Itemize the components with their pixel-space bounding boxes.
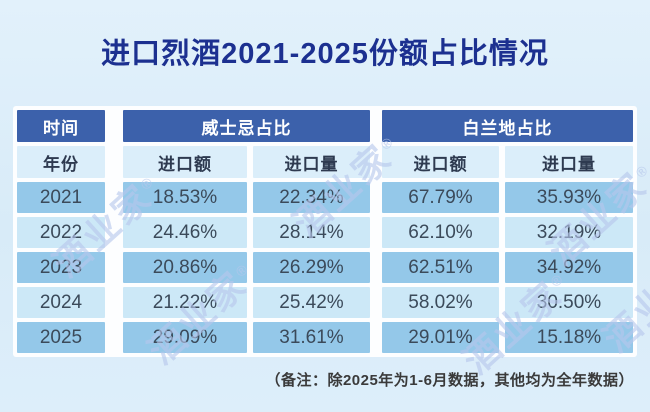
- header-cell-time: 时间: [17, 110, 105, 142]
- value-cell: 32.19%: [505, 217, 633, 248]
- value-cell: 18.53%: [123, 182, 247, 213]
- year-cell: 2022: [17, 217, 105, 248]
- value-cell: 15.18%: [505, 322, 633, 353]
- table-row-2025: 2025 29.09% 31.61% 29.01% 15.18%: [17, 322, 633, 353]
- value-cell: 67.79%: [382, 182, 499, 213]
- subheader-cell-brandy-import-value: 进口额: [382, 146, 499, 178]
- value-cell: 34.92%: [505, 252, 633, 283]
- year-cell: 2021: [17, 182, 105, 213]
- value-cell: 62.10%: [382, 217, 499, 248]
- header-cell-whisky-share: 威士忌占比: [123, 110, 370, 142]
- value-cell: 28.14%: [253, 217, 370, 248]
- value-cell: 22.34%: [253, 182, 370, 213]
- table-header-group-row: 时间 威士忌占比 白兰地占比: [17, 110, 633, 142]
- value-cell: 24.46%: [123, 217, 247, 248]
- year-cell: 2023: [17, 252, 105, 283]
- subheader-cell-whisky-import-volume: 进口量: [253, 146, 370, 178]
- subheader-cell-year: 年份: [17, 146, 105, 178]
- value-cell: 25.42%: [253, 287, 370, 318]
- value-cell: 31.61%: [253, 322, 370, 353]
- value-cell: 58.02%: [382, 287, 499, 318]
- year-cell: 2024: [17, 287, 105, 318]
- value-cell: 21.22%: [123, 287, 247, 318]
- value-cell: 20.86%: [123, 252, 247, 283]
- value-cell: 29.01%: [382, 322, 499, 353]
- subheader-cell-brandy-import-volume: 进口量: [505, 146, 633, 178]
- value-cell: 26.29%: [253, 252, 370, 283]
- data-table: 时间 威士忌占比 白兰地占比 年份 进口额 进口量 进口额 进口量 2021 1…: [13, 106, 637, 357]
- value-cell: 29.09%: [123, 322, 247, 353]
- table-row-2021: 2021 18.53% 22.34% 67.79% 35.93%: [17, 182, 633, 213]
- value-cell: 62.51%: [382, 252, 499, 283]
- year-cell: 2025: [17, 322, 105, 353]
- table-row-2022: 2022 24.46% 28.14% 62.10% 32.19%: [17, 217, 633, 248]
- value-cell: 30.50%: [505, 287, 633, 318]
- table-row-2023: 2023 20.86% 26.29% 62.51% 34.92%: [17, 252, 633, 283]
- subheader-cell-whisky-import-value: 进口额: [123, 146, 247, 178]
- page-title: 进口烈酒2021-2025份额占比情况: [101, 38, 549, 70]
- footnote: （备注：除2025年为1-6月数据，其他均为全年数据）: [265, 372, 634, 389]
- table-subheader-row: 年份 进口额 进口量 进口额 进口量: [17, 146, 633, 178]
- table-row-2024: 2024 21.22% 25.42% 58.02% 30.50%: [17, 287, 633, 318]
- value-cell: 35.93%: [505, 182, 633, 213]
- header-cell-brandy-share: 白兰地占比: [382, 110, 633, 142]
